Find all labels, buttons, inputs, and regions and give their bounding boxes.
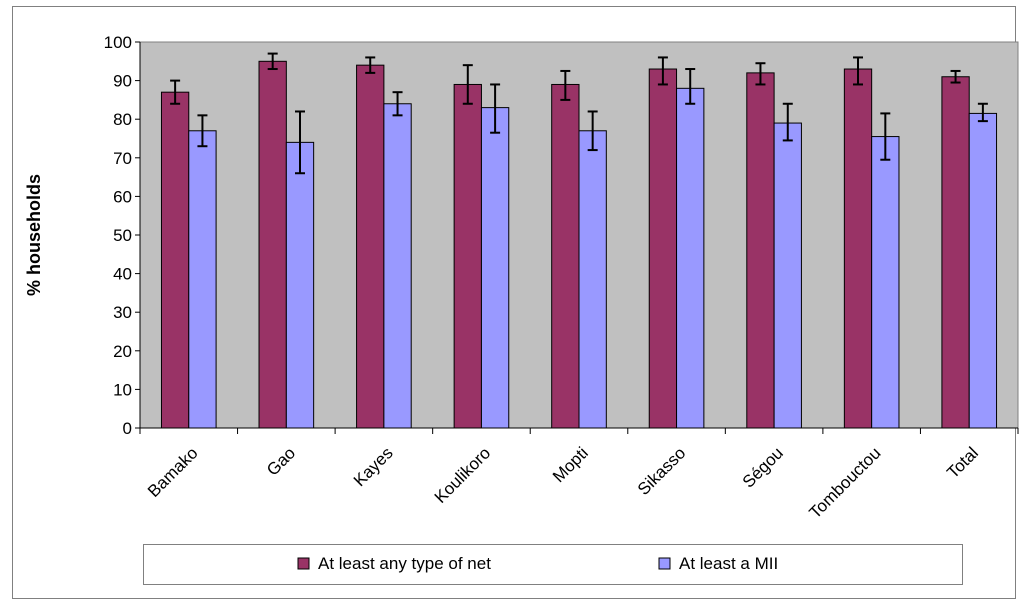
error-bars xyxy=(170,52,988,175)
y-tick-label: 20 xyxy=(113,342,132,361)
bar-mii xyxy=(578,130,607,429)
legend-label: At least any type of net xyxy=(318,554,491,573)
y-tick-label: 10 xyxy=(113,380,132,399)
legend-swatch xyxy=(658,557,671,570)
bar-mii xyxy=(285,141,315,429)
y-tick-label: 40 xyxy=(113,265,132,284)
bar-any-net xyxy=(941,76,970,429)
bar-mii xyxy=(871,136,900,429)
y-tick-label: 60 xyxy=(113,187,132,206)
bar-mii xyxy=(480,107,510,429)
bar-mii xyxy=(773,122,802,429)
bar-any-net xyxy=(843,68,873,429)
y-tick-label: 100 xyxy=(104,33,132,52)
bars xyxy=(160,60,998,429)
y-axis-label: % households xyxy=(24,174,44,296)
legend-box xyxy=(143,544,963,585)
bar-mii xyxy=(676,87,705,429)
y-tick-label: 80 xyxy=(113,110,132,129)
y-tick-label: 0 xyxy=(123,419,132,438)
bar-any-net xyxy=(648,68,678,429)
legend-swatch xyxy=(297,557,310,570)
bar-any-net xyxy=(160,91,190,429)
bar-any-net xyxy=(258,60,287,429)
bar-any-net xyxy=(453,83,482,429)
legend: At least any type of net At least a MII xyxy=(297,554,778,573)
y-axis: 0 10 20 30 40 50 60 70 80 90 100 xyxy=(104,33,141,438)
bar-mii xyxy=(383,103,412,429)
y-tick-label: 30 xyxy=(113,303,132,322)
y-tick-label: 90 xyxy=(113,72,132,91)
bar-any-net xyxy=(746,72,775,429)
bar-mii xyxy=(188,130,217,429)
y-tick-label: 50 xyxy=(113,226,132,245)
bar-mii xyxy=(968,112,998,429)
bar-any-net xyxy=(551,83,580,429)
y-tick-label: 70 xyxy=(113,149,132,168)
bar-any-net xyxy=(356,64,385,429)
legend-label: At least a MII xyxy=(679,554,778,573)
